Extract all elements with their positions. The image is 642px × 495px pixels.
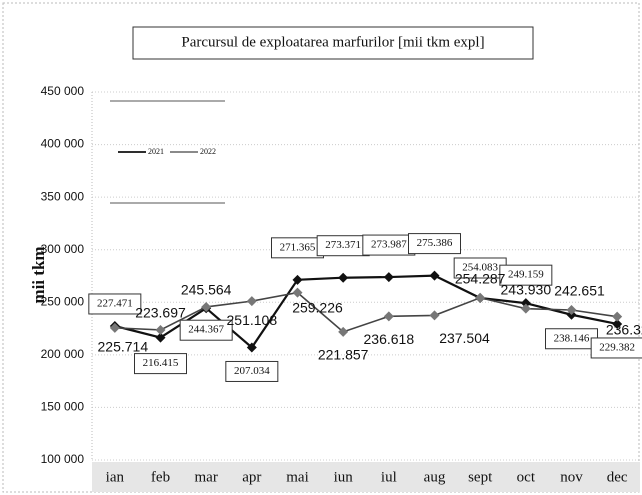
x-tick-label: ian bbox=[106, 469, 125, 485]
x-tick-label: iul bbox=[381, 469, 397, 485]
y-tick-label: 450 000 bbox=[41, 84, 85, 98]
data-label: 229.382 bbox=[599, 341, 635, 353]
y-tick-label: 400 000 bbox=[41, 137, 85, 151]
data-point bbox=[109, 322, 120, 333]
data-point bbox=[520, 298, 531, 309]
y-tick-label: 350 000 bbox=[41, 189, 85, 203]
x-axis-band bbox=[92, 462, 640, 492]
data-label: 254.287 bbox=[455, 270, 506, 286]
data-label: 225.714 bbox=[98, 339, 149, 355]
data-point bbox=[429, 270, 440, 281]
data-label: 271.365 bbox=[280, 241, 316, 253]
label-box bbox=[408, 233, 461, 255]
data-point bbox=[566, 305, 577, 316]
x-tick-label: feb bbox=[151, 469, 170, 485]
title-box bbox=[132, 26, 534, 60]
data-point bbox=[292, 274, 303, 285]
y-axis-label: mii tkm bbox=[29, 246, 48, 303]
x-tick-label: nov bbox=[560, 469, 583, 485]
data-label: 254.083 bbox=[462, 262, 498, 274]
data-label: 259.226 bbox=[292, 299, 343, 315]
data-label: 227.471 bbox=[97, 298, 133, 310]
label-box bbox=[499, 264, 553, 286]
data-label: 238.146 bbox=[554, 332, 590, 344]
data-label: 237.504 bbox=[439, 330, 490, 346]
data-label: 216.415 bbox=[143, 357, 179, 369]
chart-title: Parcursul de exploatarea marfurilor [mii… bbox=[181, 34, 484, 50]
data-label: 244.367 bbox=[188, 324, 224, 336]
data-point bbox=[475, 292, 486, 303]
label-box bbox=[179, 319, 233, 341]
x-tick-label: iun bbox=[334, 469, 354, 485]
legend-label: 2021 bbox=[148, 147, 164, 156]
x-tick-label: sept bbox=[468, 469, 493, 485]
data-label: 251.108 bbox=[227, 312, 278, 328]
y-tick-label: 200 000 bbox=[41, 347, 85, 361]
data-label: 275.386 bbox=[417, 237, 453, 249]
x-tick-label: mar bbox=[195, 469, 218, 485]
data-label: 242.651 bbox=[554, 283, 605, 299]
x-tick-label: aug bbox=[424, 469, 446, 485]
data-label: 236.618 bbox=[364, 331, 415, 347]
data-point bbox=[383, 272, 394, 283]
x-tick-label: oct bbox=[517, 469, 536, 485]
data-point bbox=[246, 296, 257, 307]
data-point bbox=[338, 326, 349, 337]
data-point bbox=[338, 272, 349, 283]
data-point bbox=[155, 324, 166, 335]
x-tick-label: mai bbox=[286, 469, 309, 485]
y-tick-label: 100 000 bbox=[41, 452, 85, 466]
data-label: 236.322 bbox=[606, 321, 642, 337]
label-box bbox=[590, 337, 642, 359]
data-point bbox=[429, 310, 440, 321]
y-tick-label: 150 000 bbox=[41, 400, 85, 414]
data-label: 243.930 bbox=[501, 281, 552, 297]
label-box bbox=[225, 360, 279, 382]
legend-label: 2022 bbox=[200, 147, 216, 156]
data-point bbox=[246, 342, 257, 353]
data-point bbox=[292, 287, 303, 298]
data-label: 223.697 bbox=[135, 305, 186, 321]
data-label: 273.371 bbox=[325, 239, 361, 251]
data-label: 245.564 bbox=[181, 282, 232, 298]
y-tick-label: 250 000 bbox=[41, 294, 85, 308]
data-point bbox=[520, 303, 531, 314]
data-point bbox=[383, 311, 394, 322]
x-tick-label: apr bbox=[242, 469, 261, 485]
x-tick-label: dec bbox=[607, 469, 628, 485]
data-label: 207.034 bbox=[234, 365, 270, 377]
label-box bbox=[134, 353, 187, 375]
data-label: 221.857 bbox=[318, 347, 369, 363]
data-point bbox=[201, 301, 212, 312]
data-point bbox=[612, 311, 623, 322]
data-label: 249.159 bbox=[508, 269, 544, 281]
y-tick-label: 300 000 bbox=[41, 242, 85, 256]
data-label: 273.987 bbox=[371, 239, 407, 251]
series-line bbox=[114, 274, 618, 350]
series-line bbox=[114, 291, 618, 333]
label-box bbox=[88, 293, 142, 315]
data-point bbox=[155, 332, 166, 343]
data-point bbox=[612, 318, 623, 329]
